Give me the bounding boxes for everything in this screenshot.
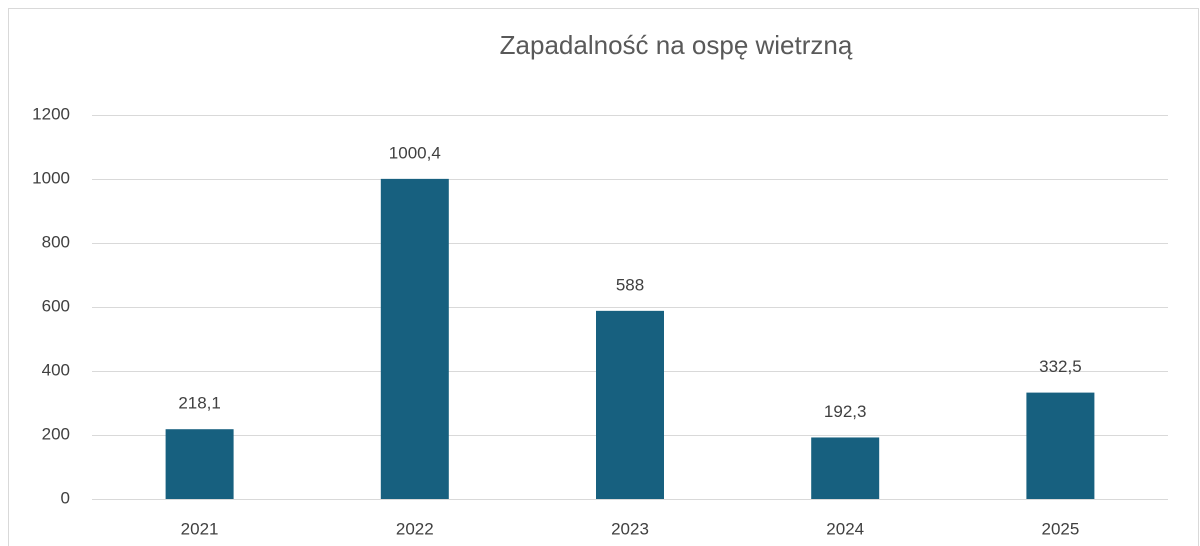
bar	[165, 429, 234, 499]
data-label: 332,5	[1039, 357, 1082, 376]
bar	[596, 310, 664, 499]
bar	[1026, 392, 1095, 499]
data-label: 1000,4	[389, 143, 441, 162]
bar	[811, 437, 880, 499]
x-tick-label: 2023	[611, 519, 649, 538]
bar	[380, 178, 449, 499]
x-tick-label: 2024	[826, 519, 864, 538]
y-tick-label: 400	[42, 360, 70, 379]
y-tick-label: 1200	[32, 104, 70, 123]
x-tick-label: 2022	[396, 519, 434, 538]
chart-title: Zapadalność na ospę wietrzną	[500, 30, 853, 60]
data-label: 192,3	[824, 402, 867, 421]
y-tick-label: 600	[42, 296, 70, 315]
data-label: 588	[616, 275, 644, 294]
y-tick-label: 200	[42, 424, 70, 443]
x-tick-label: 2021	[181, 519, 219, 538]
y-tick-label: 0	[61, 488, 70, 507]
data-label: 218,1	[178, 394, 221, 413]
x-tick-label: 2025	[1041, 519, 1079, 538]
y-tick-label: 1000	[32, 168, 70, 187]
y-tick-label: 800	[42, 232, 70, 251]
